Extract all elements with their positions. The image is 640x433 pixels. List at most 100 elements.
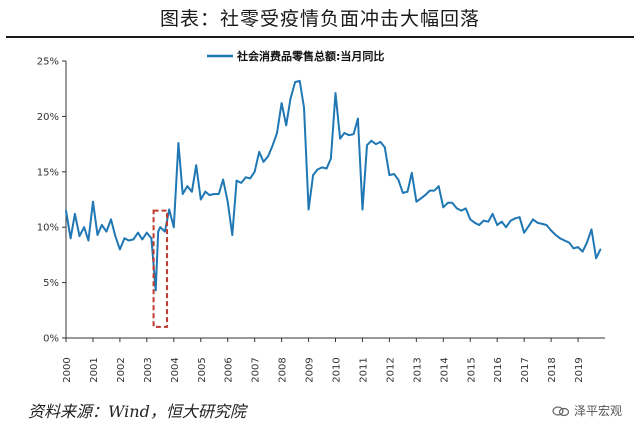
data-point [375,143,377,145]
data-point [482,219,485,222]
data-point [208,194,211,197]
data-point [473,221,476,224]
data-point [536,221,539,224]
data-point [87,239,90,242]
title-underline [6,36,634,38]
data-point [145,231,148,234]
x-tick-label: 2012 [385,357,396,382]
data-point [437,185,440,188]
data-point [352,133,355,135]
data-point [127,239,130,242]
data-point [262,160,265,163]
data-point [69,237,72,240]
line-chart: 0%5%10%15%20%25% 2000 2001 2002 2003 2004 200… [37,49,605,383]
x-axis: 2000 2001 2002 2003 2004 2005 2006 2007 2008 2009… [62,337,605,383]
data-point [159,226,162,229]
data-point [383,146,386,149]
data-point [294,81,296,83]
y-tick-label: 20% [37,112,59,123]
data-point [303,106,305,109]
legend-label: 社会消费品零售总额:当月同比 [236,49,384,63]
data-point [559,237,561,240]
data-point [599,248,602,251]
data-point [447,201,449,204]
x-tick-label: 2011 [358,357,369,382]
data-point [334,92,337,94]
x-tick-label: 2005 [197,357,208,382]
data-point [393,173,395,175]
data-point [253,170,256,173]
legend: 社会消费品零售总额:当月同比 [207,49,384,63]
x-tick-label: 2004 [170,357,181,382]
data-point [186,185,189,188]
data-point [357,117,359,120]
highlight-layer [152,209,169,328]
data-point [420,197,422,200]
data-point [343,132,346,134]
source-note: 资料来源：Wind，恒大研究院 [28,402,246,421]
data-point [509,219,512,222]
data-point [92,200,94,203]
watermark-text: 泽平宏观 [573,404,622,418]
series-layer [65,79,602,292]
data-point [595,257,597,260]
x-tick-label: 2016 [493,357,504,382]
data-point [119,248,121,251]
x-tick-label: 2000 [62,357,73,382]
data-point [487,220,490,223]
data-point [388,174,391,177]
y-tick-label: 10% [37,223,59,234]
data-point [568,241,571,244]
y-tick-label: 15% [37,167,59,178]
x-tick-label: 2002 [116,357,127,382]
x-tick-label: 2019 [574,357,585,382]
data-point [550,229,552,232]
x-tick-label: 2015 [466,357,477,382]
series-line [65,79,602,292]
data-point [316,168,319,171]
data-point [325,167,328,170]
data-point [231,234,234,236]
data-point [361,208,364,211]
y-tick-label: 0% [43,334,59,345]
data-point [110,218,112,221]
data-point [577,246,579,249]
data-point [157,230,160,233]
data-point [312,174,314,177]
data-point [240,182,243,184]
x-tick-label: 2009 [305,357,316,382]
y-axis: 0% 5% 10% 15% 20% 25% [37,57,67,345]
data-point [397,178,400,181]
data-point [370,139,373,142]
data-point [518,216,521,219]
data-point [451,201,454,204]
data-point [428,189,431,192]
data-point [217,193,220,195]
x-tick-label: 2007 [251,357,262,382]
data-point [172,226,175,229]
data-point [541,223,544,225]
x-tick-label: 2001 [89,357,100,382]
x-tick-label: 2006 [224,357,235,382]
data-point [114,235,117,238]
data-point [410,172,413,174]
data-point [491,213,494,215]
data-point [65,209,67,212]
watermark: 泽平宏观 [552,402,622,419]
data-point [415,200,418,203]
data-point [137,231,139,234]
data-point [527,225,530,228]
data-point [586,241,588,244]
wechat-icon [552,405,570,416]
x-tick-label: 2010 [332,357,343,382]
data-point [213,193,216,195]
data-point [545,224,548,226]
data-point [460,209,463,212]
data-point [563,239,566,242]
data-point [74,213,76,215]
data-point [455,207,458,210]
data-point [249,177,252,180]
data-point [100,224,103,226]
x-tick-label: 2018 [547,357,558,382]
data-point [280,102,283,104]
